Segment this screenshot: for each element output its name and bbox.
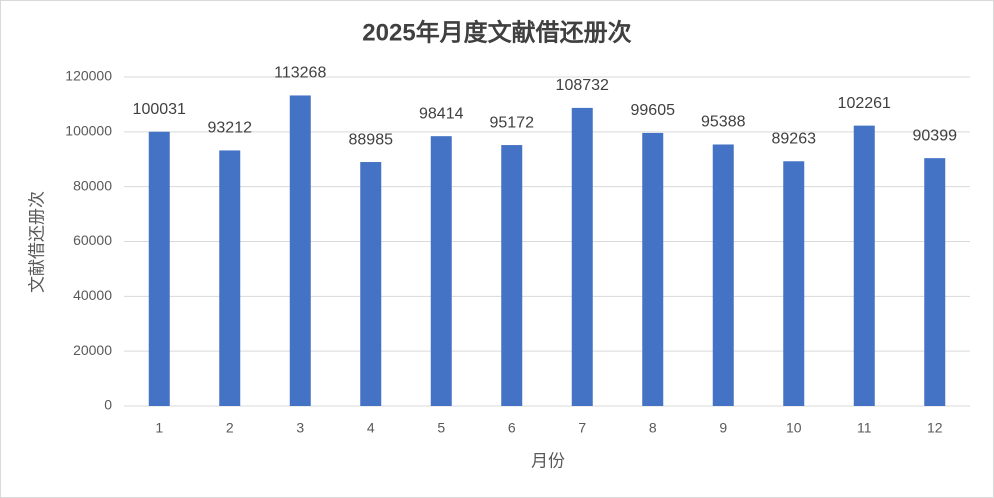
x-tick-label: 10 [786, 420, 802, 436]
bar [712, 144, 734, 406]
data-label: 95388 [701, 114, 746, 131]
y-tick-label: 120000 [65, 68, 112, 84]
data-label: 99605 [631, 102, 676, 119]
x-tick-label: 6 [508, 420, 516, 436]
x-tick-label: 9 [719, 420, 727, 436]
data-label: 113268 [274, 65, 326, 82]
bar [501, 145, 523, 406]
y-tick-label: 0 [104, 397, 112, 413]
bar [924, 158, 946, 406]
y-tick-label: 60000 [73, 232, 112, 248]
x-tick-label: 5 [437, 420, 445, 436]
bar [783, 161, 805, 406]
x-tick-label: 12 [927, 420, 943, 436]
x-tick-label: 1 [155, 420, 163, 436]
data-label: 108732 [556, 77, 609, 94]
x-tick-label: 8 [649, 420, 657, 436]
data-label: 90399 [913, 127, 958, 144]
y-tick-label: 40000 [73, 287, 112, 303]
x-tick-label: 2 [226, 420, 234, 436]
bar [430, 136, 452, 406]
chart-title: 2025年月度文献借还册次 [362, 18, 631, 46]
y-axis-label: 文献借还册次 [27, 191, 46, 293]
y-tick-label: 100000 [65, 123, 112, 139]
bar [360, 162, 382, 406]
x-tick-label: 11 [857, 420, 872, 436]
data-label: 95172 [490, 114, 535, 131]
bar [853, 125, 875, 406]
y-tick-label: 80000 [73, 177, 112, 193]
data-label: 98414 [419, 105, 464, 122]
data-label: 88985 [349, 131, 394, 148]
x-tick-label: 7 [578, 420, 586, 436]
bar [148, 131, 170, 406]
data-label: 100031 [133, 101, 186, 118]
data-label: 89263 [772, 130, 817, 147]
bar [289, 95, 311, 406]
data-label: 102261 [838, 95, 891, 112]
bar [571, 107, 593, 406]
x-tick-label: 3 [296, 420, 304, 436]
bar [642, 132, 664, 406]
data-label: 93212 [208, 120, 253, 137]
y-tick-label: 20000 [73, 342, 112, 358]
x-axis-label: 月份 [531, 451, 565, 470]
bar [219, 150, 241, 406]
x-tick-label: 4 [367, 420, 375, 436]
